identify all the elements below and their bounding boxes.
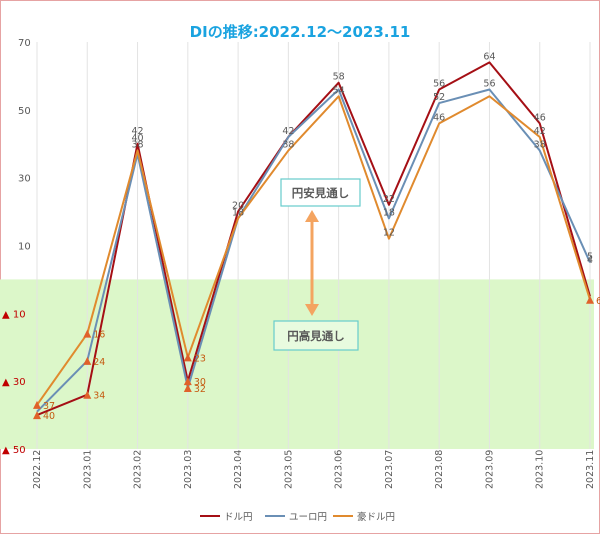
- data-label: 42: [282, 126, 294, 137]
- data-label: 40: [43, 411, 55, 422]
- arrow-head-up: [305, 210, 319, 222]
- data-label: 40: [131, 133, 143, 144]
- data-label: 58: [333, 72, 345, 83]
- negative-marker: [586, 295, 594, 304]
- data-label: 5: [587, 251, 593, 262]
- data-label: 46: [534, 112, 546, 123]
- x-tick-label: 2023.03: [183, 450, 194, 489]
- data-label: 18: [232, 207, 244, 218]
- y-axis: 70 50 30 10 ▲ 10 ▲ 30 ▲ 50: [2, 38, 31, 456]
- data-label: 12: [383, 228, 395, 239]
- series-line: [36, 95, 591, 406]
- data-label: 56: [433, 78, 445, 89]
- negative-marker: [33, 400, 41, 409]
- y-tick-label: ▲ 30: [2, 377, 26, 388]
- negative-marker: [83, 390, 92, 399]
- data-label: 38: [282, 140, 294, 151]
- lower-annotation-box: [273, 320, 359, 351]
- negative-marker: [183, 383, 192, 392]
- data-label: 30: [194, 377, 206, 388]
- data-label: 56: [483, 78, 495, 89]
- negative-marker: [183, 377, 192, 386]
- negative-marker: [83, 329, 92, 338]
- x-tick-label: 2023.05: [283, 450, 294, 489]
- data-label: 16: [93, 330, 105, 341]
- negative-marker: [83, 356, 92, 365]
- y-tick-label: 70: [18, 38, 31, 49]
- legend-label: ドル円: [224, 512, 253, 523]
- series-line: [36, 88, 591, 413]
- data-label: 38: [534, 140, 546, 151]
- x-tick-label: 2023.11: [585, 450, 596, 489]
- x-axis: 2022.12 2023.01 2023.02 2023.03 2023.04 2023.…: [32, 450, 596, 489]
- x-tick-label: 2022.12: [32, 450, 43, 489]
- grid: [36, 42, 591, 449]
- legend: ドル円 ユーロ円 豪ドル円: [200, 511, 395, 523]
- y-tick-label: ▲ 50: [2, 445, 26, 456]
- data-label: 6: [596, 296, 600, 307]
- plot-background: [0, 42, 594, 449]
- y-tick-label: ▲ 10: [2, 309, 26, 320]
- data-label: 32: [194, 384, 206, 395]
- x-tick-label: 2023.02: [133, 450, 144, 489]
- negative-marker: [183, 353, 192, 362]
- y-tick-label: 50: [18, 106, 31, 117]
- data-label: 23: [194, 353, 206, 364]
- chart-title: DIの推移:2022.12〜2023.11: [190, 23, 411, 41]
- upper-annotation-box: [280, 178, 361, 207]
- y-tick-label: 10: [18, 242, 31, 253]
- data-label: 52: [433, 92, 445, 103]
- series-lines: [36, 61, 591, 417]
- data-label: 46: [433, 112, 445, 123]
- data-label: 37: [43, 401, 55, 412]
- x-tick-label: 2023.10: [535, 450, 546, 489]
- data-labels: 3740162434424038233032201842385854221812…: [33, 51, 600, 422]
- data-label: 34: [93, 391, 105, 402]
- x-tick-label: 2023.08: [434, 450, 445, 489]
- data-label: 42: [534, 126, 546, 137]
- annotations: 円安見通し 円高見通し: [273, 178, 361, 351]
- data-label: 38: [131, 140, 143, 151]
- data-label: 22: [383, 194, 395, 205]
- x-tick-label: 2023.06: [334, 450, 345, 489]
- legend-label: 豪ドル円: [357, 511, 395, 523]
- lower-annotation-text: 円高見通し: [287, 329, 345, 343]
- negative-marker: [33, 411, 41, 420]
- data-label: 64: [483, 51, 495, 62]
- x-tick-label: 2023.01: [82, 450, 93, 489]
- data-label: 24: [93, 357, 105, 368]
- y-tick-label: 30: [18, 174, 31, 185]
- negative-region: [0, 279, 594, 449]
- legend-label: ユーロ円: [289, 512, 327, 523]
- arrow-head-down: [305, 304, 319, 316]
- x-tick-label: 2023.07: [384, 450, 395, 489]
- data-label: 42: [131, 126, 143, 137]
- x-tick-label: 2023.04: [233, 450, 244, 489]
- data-label: 4: [587, 255, 593, 266]
- upper-annotation-text: 円安見通し: [292, 186, 350, 200]
- data-label: 18: [383, 207, 395, 218]
- data-label: 20: [232, 201, 244, 212]
- data-label: 54: [333, 85, 345, 96]
- x-tick-label: 2023.09: [484, 450, 495, 489]
